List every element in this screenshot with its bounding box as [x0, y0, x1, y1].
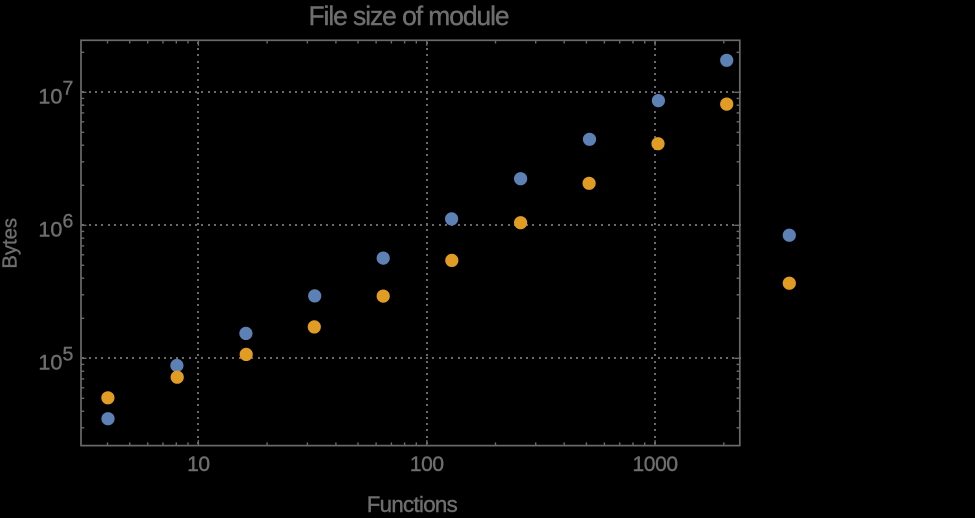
svg-text:Functions: Functions — [367, 492, 458, 513]
svg-text:106: 106 — [38, 211, 73, 242]
svg-text:File size of module: File size of module — [308, 1, 508, 31]
svg-text:Bytes: Bytes — [0, 218, 22, 269]
svg-text:105: 105 — [38, 344, 73, 375]
svg-text:1000: 1000 — [633, 453, 678, 476]
svg-text:100: 100 — [410, 453, 444, 476]
svg-text:107: 107 — [38, 78, 73, 109]
svg-text:10: 10 — [187, 453, 210, 476]
